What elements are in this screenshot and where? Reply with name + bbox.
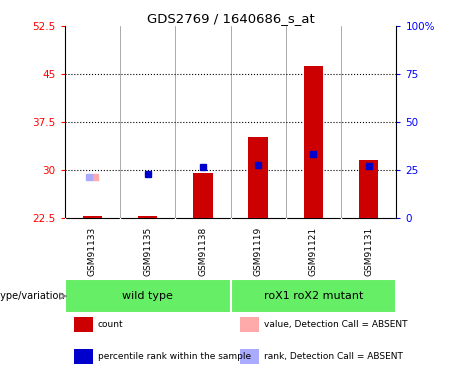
Bar xyxy=(359,160,378,218)
Text: rank, Detection Call = ABSENT: rank, Detection Call = ABSENT xyxy=(264,352,402,361)
Text: GSM91133: GSM91133 xyxy=(88,227,97,276)
Text: GSM91121: GSM91121 xyxy=(309,227,318,276)
Bar xyxy=(248,136,268,218)
Text: GSM91138: GSM91138 xyxy=(198,227,207,276)
Bar xyxy=(193,173,213,217)
Bar xyxy=(65,279,230,313)
Bar xyxy=(75,349,93,364)
Text: genotype/variation: genotype/variation xyxy=(0,291,65,301)
Title: GDS2769 / 1640686_s_at: GDS2769 / 1640686_s_at xyxy=(147,12,314,25)
Bar xyxy=(241,349,259,364)
Bar xyxy=(83,216,102,217)
Text: value, Detection Call = ABSENT: value, Detection Call = ABSENT xyxy=(264,320,407,329)
Text: count: count xyxy=(98,320,124,329)
Text: percentile rank within the sample: percentile rank within the sample xyxy=(98,352,251,361)
Bar xyxy=(138,216,157,217)
Text: wild type: wild type xyxy=(122,291,173,301)
Text: GSM91131: GSM91131 xyxy=(364,227,373,276)
Bar xyxy=(230,279,396,313)
Bar xyxy=(75,317,93,332)
Text: GSM91119: GSM91119 xyxy=(254,227,263,276)
Text: roX1 roX2 mutant: roX1 roX2 mutant xyxy=(264,291,363,301)
Text: GSM91135: GSM91135 xyxy=(143,227,152,276)
Bar xyxy=(241,317,259,332)
Bar xyxy=(304,66,323,218)
